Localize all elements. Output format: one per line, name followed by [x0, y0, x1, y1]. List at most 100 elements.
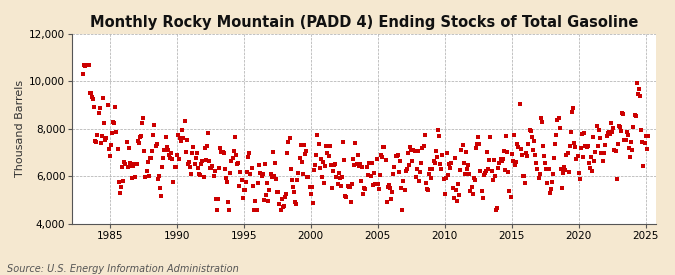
Point	[132, 139, 143, 143]
Point	[602, 131, 613, 135]
Point	[502, 149, 512, 154]
Point	[499, 148, 510, 153]
Point	[621, 130, 632, 134]
Point	[624, 155, 635, 160]
Point	[622, 132, 633, 137]
Point	[161, 145, 172, 149]
Point	[392, 152, 403, 157]
Point	[88, 97, 99, 101]
Point	[586, 155, 597, 159]
Point	[117, 178, 128, 183]
Point	[143, 174, 154, 179]
Point	[456, 148, 467, 153]
Point	[142, 159, 153, 164]
Point	[198, 175, 209, 179]
Point	[246, 166, 257, 170]
Point	[366, 174, 377, 178]
Point	[95, 106, 105, 110]
Point	[279, 195, 290, 199]
Point	[404, 163, 414, 168]
Point	[144, 156, 155, 161]
Point	[148, 133, 159, 138]
Point	[237, 196, 248, 200]
Point	[571, 157, 582, 161]
Point	[405, 145, 416, 149]
Point	[286, 166, 296, 171]
Point	[291, 202, 302, 206]
Point	[80, 64, 90, 68]
Point	[79, 63, 90, 67]
Point	[501, 134, 512, 138]
Point	[520, 181, 531, 185]
Point	[301, 149, 312, 154]
Point	[454, 193, 464, 197]
Point	[360, 187, 371, 191]
Point	[593, 128, 604, 132]
Point	[561, 153, 572, 157]
Point	[570, 145, 580, 149]
Point	[200, 158, 211, 162]
Point	[487, 178, 498, 182]
Point	[504, 188, 515, 193]
Point	[436, 166, 447, 171]
Point	[257, 172, 268, 177]
Point	[248, 207, 259, 212]
Point	[290, 200, 300, 204]
Point	[349, 163, 360, 168]
Point	[534, 172, 545, 177]
Point	[119, 159, 130, 164]
Point	[397, 207, 408, 212]
Point	[418, 144, 429, 148]
Title: Monthly Rocky Mountain (PADD 4) Ending Stocks of Total Gasoline: Monthly Rocky Mountain (PADD 4) Ending S…	[90, 15, 639, 30]
Point	[184, 160, 194, 164]
Point	[492, 206, 503, 210]
Point	[128, 164, 138, 169]
Point	[146, 149, 157, 153]
Point	[321, 144, 331, 148]
Text: Source: U.S. Energy Information Administration: Source: U.S. Energy Information Administ…	[7, 264, 238, 274]
Point	[344, 185, 354, 190]
Point	[293, 171, 304, 175]
Point	[137, 120, 148, 125]
Point	[380, 158, 391, 163]
Point	[414, 178, 425, 183]
Point	[170, 164, 181, 169]
Point	[131, 162, 142, 166]
Point	[618, 111, 628, 116]
Point	[185, 164, 196, 169]
Point	[429, 161, 440, 165]
Point	[533, 176, 544, 180]
Point	[105, 142, 116, 147]
Point	[385, 186, 396, 191]
Point	[542, 180, 553, 185]
Point	[146, 156, 157, 160]
Y-axis label: Thousand Barrels: Thousand Barrels	[15, 80, 25, 177]
Point	[510, 163, 520, 167]
Point	[107, 131, 117, 135]
Point	[211, 197, 221, 201]
Point	[350, 141, 361, 145]
Point	[388, 172, 399, 176]
Point	[267, 150, 278, 155]
Point	[595, 136, 605, 141]
Point	[103, 147, 114, 152]
Point	[192, 150, 202, 155]
Point	[165, 156, 176, 160]
Point	[598, 159, 609, 163]
Point	[151, 142, 162, 147]
Point	[157, 165, 167, 169]
Point	[494, 161, 505, 165]
Point	[238, 188, 249, 192]
Point	[182, 138, 192, 142]
Point	[367, 161, 377, 165]
Point	[407, 159, 418, 163]
Point	[308, 168, 319, 173]
Point	[168, 180, 179, 185]
Point	[129, 161, 140, 166]
Point	[416, 161, 427, 165]
Point	[628, 125, 639, 129]
Point	[244, 151, 254, 155]
Point	[574, 177, 585, 182]
Point	[508, 159, 518, 164]
Point	[601, 134, 612, 138]
